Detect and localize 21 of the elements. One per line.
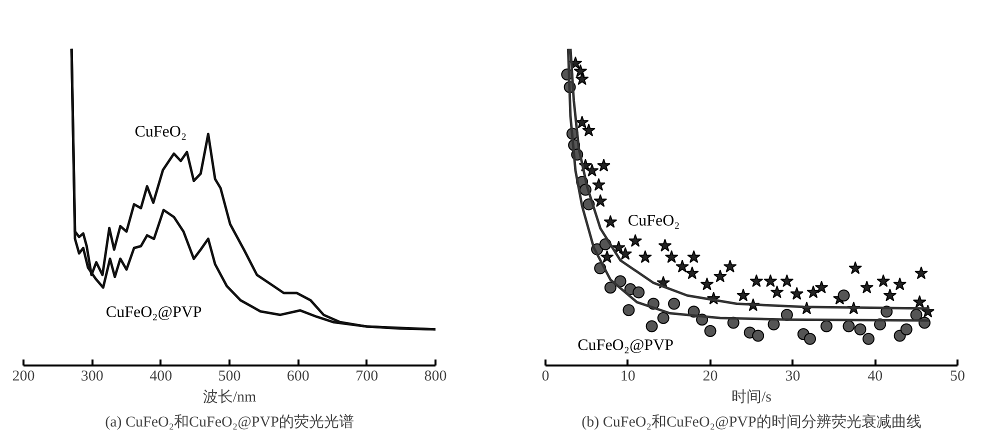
text: (b) CuFeO₂和CuFeO₂@PVP的时间分辨荧光衰减曲线	[582, 414, 922, 430]
text: (a) CuFeO₂和CuFeO₂@PVP的荧光光谱	[105, 414, 354, 430]
x-tick-label: 40	[868, 368, 883, 384]
x-tick-label: 0	[542, 368, 550, 384]
x-tick-label: 500	[218, 368, 241, 384]
x-tick-label: 50	[950, 368, 965, 384]
x-tick-label: 20	[702, 368, 718, 384]
x-tick-label: 800	[424, 368, 447, 384]
x-axis-title: 时间/s	[732, 388, 772, 406]
x-tick-label: 700	[356, 368, 378, 384]
x-tick-label: 200	[12, 368, 35, 384]
x-tick-label: 300	[80, 368, 104, 384]
x-tick-label: 30	[785, 368, 800, 384]
x-tick-label: 400	[150, 368, 172, 384]
series-label: CuFeO₂	[628, 212, 680, 230]
x-tick-label: 10	[620, 368, 636, 384]
series-label: CuFeO₂	[134, 124, 187, 141]
x-tick-label: 600	[286, 368, 310, 384]
series-label: CuFeO₂@PVP	[106, 304, 202, 322]
series-label: CuFeO₂@PVP	[578, 337, 674, 354]
x-axis-title: 波长/nm	[202, 388, 256, 406]
